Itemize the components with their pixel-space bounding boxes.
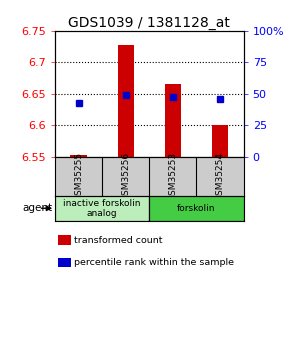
Text: transformed count: transformed count <box>74 236 162 245</box>
Text: agent: agent <box>22 203 52 213</box>
Bar <box>212 125 228 157</box>
Title: GDS1039 / 1381128_at: GDS1039 / 1381128_at <box>68 16 230 30</box>
Text: percentile rank within the sample: percentile rank within the sample <box>74 258 234 267</box>
Text: GSM35256: GSM35256 <box>121 151 130 201</box>
Text: GSM35255: GSM35255 <box>74 151 83 201</box>
Text: GSM35254: GSM35254 <box>215 152 224 201</box>
Text: inactive forskolin
analog: inactive forskolin analog <box>64 198 141 218</box>
Bar <box>70 155 87 157</box>
Bar <box>117 46 134 157</box>
Bar <box>165 85 181 157</box>
Text: GSM35253: GSM35253 <box>168 151 177 201</box>
Bar <box>55 196 149 221</box>
Bar <box>149 196 244 221</box>
Text: forskolin: forskolin <box>177 204 216 213</box>
